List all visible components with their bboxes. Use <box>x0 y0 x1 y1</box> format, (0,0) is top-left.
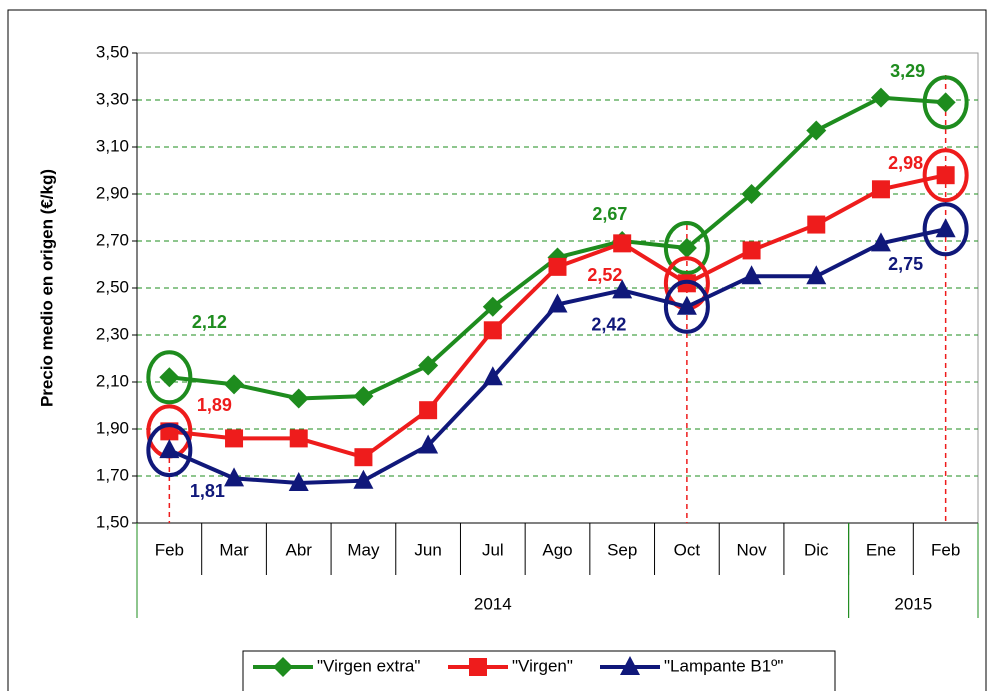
y-tick-label: 1,50 <box>96 512 129 531</box>
marker <box>225 429 244 448</box>
plot-area <box>136 52 979 524</box>
value-label: 2,67 <box>592 204 627 224</box>
marker <box>224 374 245 395</box>
marker <box>418 355 439 376</box>
marker <box>741 265 762 285</box>
y-tick-label: 2,70 <box>96 230 129 249</box>
highlight-circle <box>146 423 193 478</box>
value-label: 2,12 <box>192 312 227 332</box>
marker <box>742 241 761 260</box>
legend-label: "Virgen" <box>512 656 573 675</box>
highlight-circle <box>663 221 710 276</box>
marker <box>288 472 309 492</box>
marker <box>612 279 633 299</box>
value-label: 2,98 <box>888 153 923 173</box>
y-tick-label: 3,50 <box>96 42 129 61</box>
x-tick-label: Dic <box>804 540 829 559</box>
x-tick-label: Jun <box>414 540 441 559</box>
marker <box>354 448 373 467</box>
highlight-circle <box>922 202 969 257</box>
x-tick-label: Ene <box>866 540 896 559</box>
marker <box>807 215 826 234</box>
marker <box>806 265 827 285</box>
x-tick-label: Oct <box>674 540 701 559</box>
marker <box>870 87 891 108</box>
value-label: 1,81 <box>190 481 225 501</box>
legend: "Virgen extra" "Virgen" "Lampante B1º" <box>242 650 836 691</box>
x-tick-label: Ago <box>542 540 572 559</box>
value-label: 2,42 <box>591 315 626 335</box>
x-tick-label: Jul <box>482 540 504 559</box>
x-tick-label: Sep <box>607 540 637 559</box>
marker <box>159 367 180 388</box>
legend-box <box>242 650 836 691</box>
marker <box>676 295 697 315</box>
value-label: 2,75 <box>888 254 923 274</box>
marker <box>548 257 567 276</box>
y-tick-label: 2,10 <box>96 371 129 390</box>
legend-label: "Lampante B1º" <box>664 656 783 675</box>
y-tick-label: 1,90 <box>96 418 129 437</box>
marker <box>620 656 640 675</box>
marker <box>936 166 955 185</box>
x-tick-label: Feb <box>155 540 184 559</box>
x-tick-label: Abr <box>285 540 312 559</box>
marker <box>741 184 762 204</box>
x-group-label: 2015 <box>894 594 932 613</box>
legend-label: "Virgen extra" <box>317 656 420 675</box>
marker <box>353 469 374 489</box>
marker <box>289 429 308 448</box>
value-label: 2,52 <box>587 265 622 285</box>
y-axis-label: Precio medio en origen (€/kg) <box>37 169 56 407</box>
y-tick-label: 3,10 <box>96 136 129 155</box>
highlight-circle <box>922 148 969 203</box>
marker <box>469 658 487 676</box>
value-label: 3,29 <box>890 61 925 81</box>
marker <box>159 439 180 459</box>
marker <box>870 232 891 252</box>
y-tick-label: 2,90 <box>96 183 129 202</box>
highlight-circle <box>146 350 193 405</box>
marker <box>418 434 439 454</box>
x-group-label: 2014 <box>474 594 512 613</box>
marker <box>353 386 374 407</box>
marker <box>676 238 697 259</box>
marker <box>288 388 309 409</box>
marker <box>613 234 632 253</box>
marker <box>806 120 827 141</box>
highlight-circle <box>663 279 710 334</box>
y-tick-label: 3,30 <box>96 89 129 108</box>
y-tick-label: 2,50 <box>96 277 129 296</box>
highlight-circle <box>922 75 969 130</box>
marker <box>482 296 503 317</box>
y-tick-label: 2,30 <box>96 324 129 343</box>
marker <box>482 366 503 386</box>
x-tick-label: May <box>347 540 380 559</box>
marker <box>273 657 293 677</box>
marker <box>419 401 438 420</box>
marker <box>871 180 890 199</box>
marker <box>935 218 956 238</box>
marker <box>935 92 956 113</box>
x-tick-label: Mar <box>219 540 249 559</box>
y-tick-label: 1,70 <box>96 465 129 484</box>
value-label: 1,89 <box>197 395 232 415</box>
marker <box>547 293 568 313</box>
x-tick-label: Nov <box>736 540 767 559</box>
marker <box>483 321 502 340</box>
marker <box>224 467 245 487</box>
x-tick-label: Feb <box>931 540 960 559</box>
